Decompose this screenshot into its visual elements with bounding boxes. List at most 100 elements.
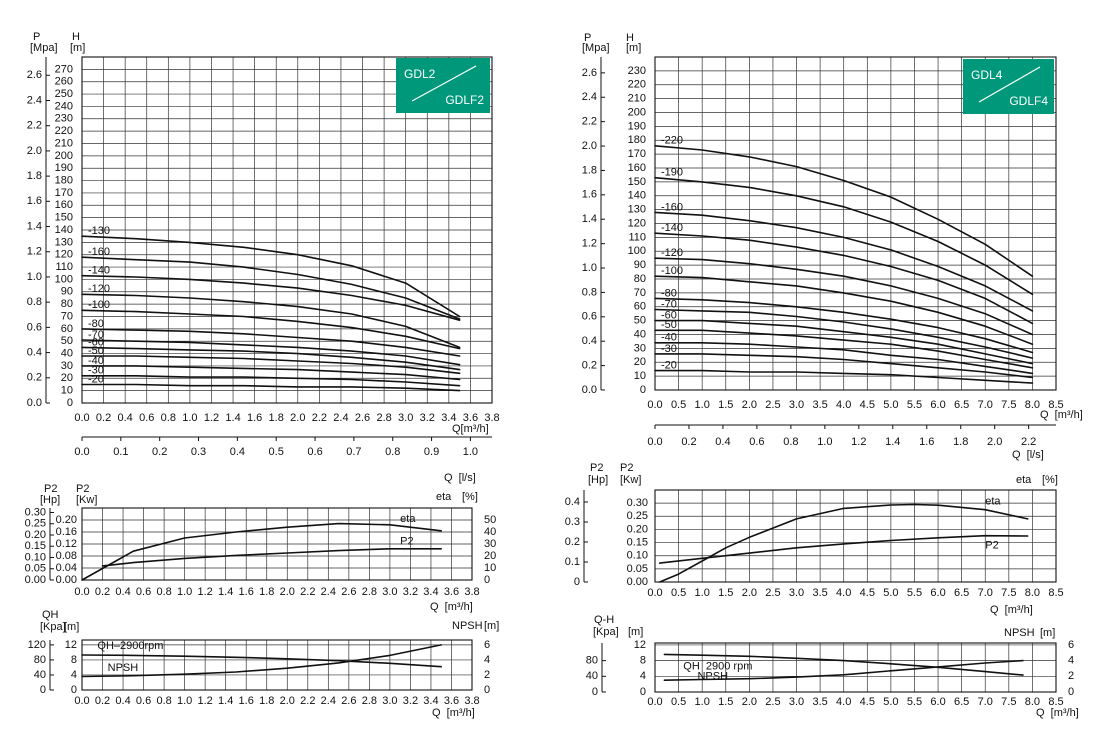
curve xyxy=(81,235,461,318)
x-tick-label: 0.6 xyxy=(136,695,151,707)
x2-tick-label: 0.6 xyxy=(307,446,322,458)
x-tick-label: 3.6 xyxy=(444,695,459,707)
x2-tick-label: 1.4 xyxy=(885,436,900,448)
y2-tick-label: 2.2 xyxy=(582,116,597,128)
x-tick-label: 0.8 xyxy=(156,695,171,707)
y-tick-label: 80 xyxy=(634,273,646,285)
x-tick-label: 8.5 xyxy=(1048,696,1063,708)
x-tick-label: 3.6 xyxy=(463,412,478,424)
y2-tick-label: 2.0 xyxy=(27,145,42,157)
y2-tick-label: 6 xyxy=(1068,639,1074,651)
x2-tick-label: 0.3 xyxy=(191,446,206,458)
x-tick-label: 7.0 xyxy=(978,587,993,599)
axis-label: [Mpa] xyxy=(30,42,58,54)
y-tick-label: 120 xyxy=(628,217,646,229)
x-tick-label: 2.6 xyxy=(341,586,356,598)
x-tick-label: 6.0 xyxy=(930,587,945,599)
y-tick-label: 4 xyxy=(71,669,77,681)
y-tick-label: 110 xyxy=(55,261,73,273)
y3-tick-label: 40 xyxy=(586,670,598,682)
plot-frame xyxy=(81,507,473,581)
x-tick-label: 2.0 xyxy=(280,695,295,707)
x-tick-label: 2.0 xyxy=(742,587,757,599)
y-tick-label: 230 xyxy=(55,113,73,125)
x-tick-label: 2.4 xyxy=(321,586,336,598)
x-tick-label: 5.0 xyxy=(883,696,898,708)
y2-tick-label: 30 xyxy=(484,538,496,550)
axis-label: P2 xyxy=(44,483,57,495)
y-tick-label: 170 xyxy=(628,148,646,160)
x-tick-label: 2.2 xyxy=(312,412,327,424)
axis-label: NPSH xyxy=(452,620,483,632)
x-tick-label: 5.5 xyxy=(907,399,922,411)
x-tick-label: 3.8 xyxy=(464,695,479,707)
y2-tick-label: 0.6 xyxy=(27,321,42,333)
x-tick-label: 6.0 xyxy=(930,399,945,411)
axis-label: Q [m³/h] xyxy=(1040,409,1083,421)
y-tick-label: 200 xyxy=(628,106,646,118)
y-tick-label: 0.30 xyxy=(627,497,648,509)
axis-label: H xyxy=(626,32,634,44)
y2-tick-label: 0.2 xyxy=(27,372,42,384)
y2-tick-label: 4 xyxy=(1068,655,1074,667)
y2-tick-label: 0.8 xyxy=(27,296,42,308)
badge-divider xyxy=(978,66,1041,103)
x-tick-label: 1.2 xyxy=(198,586,213,598)
x-tick-label: 2.5 xyxy=(765,696,780,708)
y-tick-label: 40 xyxy=(634,328,646,340)
y-tick-label: 190 xyxy=(55,162,73,174)
x-tick-label: 1.8 xyxy=(259,695,274,707)
curve xyxy=(658,534,1029,564)
curve xyxy=(654,297,1034,354)
y-tick-label: 20 xyxy=(634,356,646,368)
y-tick-label: 200 xyxy=(55,150,73,162)
x-tick-label: 2.2 xyxy=(300,695,315,707)
y-tick-label: 120 xyxy=(55,249,73,261)
curve-label: -100 xyxy=(661,265,683,277)
y-tick-label: 210 xyxy=(628,93,646,105)
x2-tick-label: 1.2 xyxy=(851,436,866,448)
y-tick-label: 160 xyxy=(55,199,73,211)
y2-tick-label: 20 xyxy=(484,550,496,562)
x-tick-label: 4.5 xyxy=(860,399,875,411)
y-tick-label: 160 xyxy=(628,162,646,174)
x-tick-label: 0.0 xyxy=(74,586,89,598)
x-tick-label: 1.2 xyxy=(198,695,213,707)
curve-label: -80 xyxy=(88,318,104,330)
y2-tick-label: 1.8 xyxy=(582,164,597,176)
x-tick-label: 0.0 xyxy=(647,587,662,599)
plot-frame xyxy=(654,56,1057,391)
axis-label: eta xyxy=(436,491,452,503)
x-tick-label: 7.5 xyxy=(1001,696,1016,708)
y-tick-label: 10 xyxy=(61,385,73,397)
curve xyxy=(81,355,461,375)
axis-label: Q [m³/h] xyxy=(432,707,475,719)
axis-label: [Kpa] xyxy=(40,621,66,633)
curve xyxy=(81,654,442,668)
x-tick-label: 3.0 xyxy=(789,587,804,599)
curve-label: -160 xyxy=(88,246,110,258)
chart-panel: 0.0 0.2 0.4 0.6 0.8 1.0 1.2 1.4 1.6 1.8 2.0 2.2 2.4 2… xyxy=(27,31,500,484)
y3-tick-label: 120 xyxy=(28,639,46,651)
chart-panel: 0.0 0.2 0.4 0.6 0.8 1.0 1.2 1.4 1.6 1.8 2.0 2.2 2.4 2… xyxy=(28,609,500,719)
x-tick-label: 2.0 xyxy=(290,412,305,424)
x-tick-label: 3.5 xyxy=(812,399,827,411)
curve-label: -50 xyxy=(88,345,104,357)
curve xyxy=(81,293,461,349)
curve-label: NPSH xyxy=(108,662,139,674)
y2-tick-label: 1.6 xyxy=(27,195,42,207)
y2-tick-label: 1.6 xyxy=(582,189,597,201)
y-tick-label: 100 xyxy=(628,245,646,257)
x2-tick-label: 0.8 xyxy=(385,446,400,458)
y2-tick-label: 0.4 xyxy=(582,335,597,347)
y-tick-label: 0.00 xyxy=(627,576,648,588)
y3-tick-label: 0 xyxy=(592,686,598,698)
curve xyxy=(654,329,1034,369)
y-tick-label: 12 xyxy=(65,639,77,651)
y2-tick-label: 2 xyxy=(484,669,490,681)
x-tick-label: 4.5 xyxy=(860,696,875,708)
x2-tick-label: 0.1 xyxy=(113,446,128,458)
chart-panel: 0.0 0.5 1.0 1.5 2.0 2.5 3.0 3.5 4.0 4.5 5.0 5.5 6.0 6… xyxy=(565,462,1064,616)
plot-frame xyxy=(81,639,473,691)
plot-frame xyxy=(654,642,1057,693)
